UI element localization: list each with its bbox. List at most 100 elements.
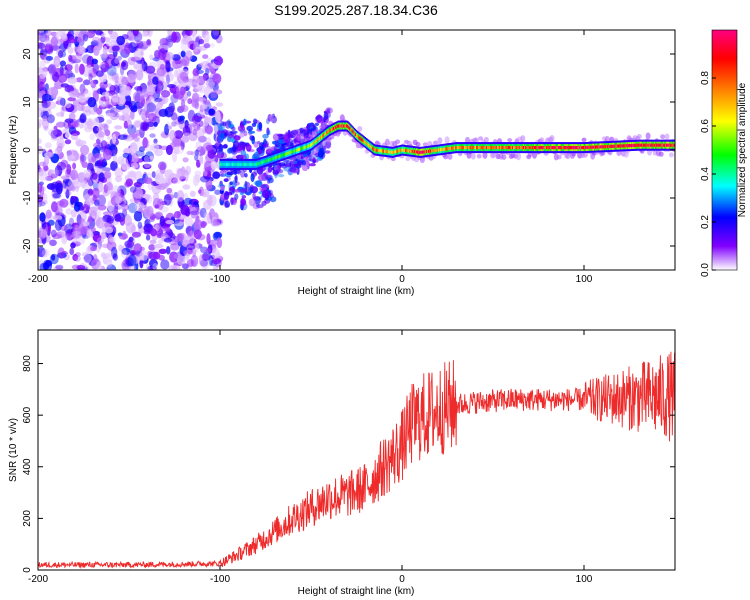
spectrogram-noise-blob [79,83,86,94]
spectrogram-ridge-core [272,156,275,160]
spectrogram-noise-blob [116,35,126,46]
spectrogram-scatter [283,166,292,172]
spectrogram-noise-blob [133,181,143,188]
spectrogram-ridge-core [533,146,536,150]
spectrogram-noise-blob [128,202,138,214]
spectrogram-noise-blob [160,96,169,104]
spectrogram-ridge-core [673,143,675,147]
spectrogram-noise-blob [97,204,107,211]
spectrogram-noise-blob [81,180,86,188]
spectrogram-noise-blob [182,263,189,270]
spectrogram-ridge-core [564,146,566,150]
spectrogram-ridge-core [556,146,559,150]
spectrogram-noise-blob [139,250,149,261]
spectrogram-noise-blob [114,191,119,204]
spectrogram-noise-blob [67,77,78,84]
spectrogram-scatter [248,198,256,207]
spectrogram-ridge-core [324,132,326,136]
spectrogram-noise-blob [70,185,76,191]
spectrogram-ridge-core [277,155,279,159]
snr-ytick-label: 200 [22,510,33,527]
spectrogram-ridge-core [391,150,394,154]
spectrogram-ridge-core [425,150,428,154]
spectrogram-ridge-core [269,157,271,162]
spectrogram-noise-blob [81,161,88,168]
spectrogram-ridge-core [319,136,322,140]
spectrogram-ridge-core [662,143,665,147]
spectrogram-noise-blob [106,65,117,76]
spectrogram-scatter [224,200,230,208]
spectrogram-noise-blob [156,102,164,109]
spectrogram-noise-blob [170,243,180,251]
spectrogram-ridge-core [464,146,466,150]
spectrogram-noise-blob [168,102,175,114]
spectrogram-halo [447,153,453,160]
spectrogram-noise-blob [64,118,74,124]
spectrogram-noise-blob [109,31,118,40]
spectrogram-ridge-core [648,143,650,147]
spectrogram-noise-blob [61,234,68,245]
spectrogram-scatter [224,132,228,137]
spectrogram-noise-blob [113,84,120,95]
spectrogram-scatter [291,163,299,168]
spectrogram-noise-blob [208,108,215,116]
spectrogram-ridge-core [562,146,564,150]
spectrogram-noise-blob [106,119,113,125]
spectrogram-noise-blob [90,227,96,233]
spectrogram-noise-blob [153,244,164,249]
spectrogram-noise-blob [100,231,107,239]
spectrogram-ridge-core [491,146,493,150]
spectrogram-ridge-core [342,124,345,128]
spectrogram-scatter [263,142,269,148]
spectrogram-noise-blob [159,162,166,175]
spectrogram-noise-blob [112,133,117,144]
spectrogram-noise-blob [118,233,129,240]
spectrogram-ridge-core [530,146,532,150]
colorbar-ticks: 0.0 0.2 0.4 0.6 0.8 [700,71,716,277]
spectrogram-ridge-core [561,146,563,150]
spectrogram-noise-blob [38,119,44,126]
spectrogram-noise-blob [141,138,150,148]
spectrogram-noise-blob [187,98,193,105]
spectrogram-ridge-core [527,146,529,150]
spectrogram-noise-blob [155,212,163,217]
spectrogram-ridge-core [638,143,641,147]
spectrogram-noise-blob [202,54,209,59]
spectrogram-ridge-core [307,144,310,148]
spectrogram-ridge-core [262,160,264,164]
spectrogram-xtick-label: -200 [28,274,48,285]
snr-xtick-label: 0 [399,574,405,585]
spectrogram-noise-blob [121,113,131,122]
spectrogram-noise-blob [174,145,185,155]
spectrogram-noise-blob [143,100,154,113]
spectrogram-ridge-core [646,143,648,147]
spectrogram-noise-blob [38,82,43,90]
spectrogram-noise-blob [141,31,149,37]
spectrogram-scatter [251,122,257,127]
spectrogram-ridge-core [414,150,417,154]
spectrogram-noise-blob [160,259,170,270]
spectrogram-ridge-core [403,148,406,152]
spectrogram-noise-blob [159,215,165,227]
spectrogram-noise-blob [175,78,184,84]
spectrogram-noise-blob [50,31,58,37]
spectrogram-noise-blob [95,217,106,229]
spectrogram-ridge-core [449,146,452,150]
spectrogram-ridge-core [254,162,256,166]
spectrogram-ridge-core [611,144,613,148]
spectrogram-scatter [282,137,291,144]
spectrogram-ridge-core [396,149,398,153]
spectrogram-noise-blob [80,154,87,162]
spectrogram-noise-blob [94,117,100,127]
snr-ytick-label: 400 [22,458,33,475]
spectrogram-ridge-core [468,146,470,150]
spectrogram-noise-blob [196,75,206,86]
spectrogram-ridge-core [296,148,299,152]
spectrogram-noise-blob [103,170,112,179]
spectrogram-ridge-core [238,162,240,166]
spectrogram-noise-blob [108,106,117,117]
spectrogram-ridge-core [481,146,483,150]
spectrogram-ridge-core [301,146,303,150]
spectrogram-ridge-core [664,143,667,147]
spectrogram-ridge-core [625,144,627,148]
